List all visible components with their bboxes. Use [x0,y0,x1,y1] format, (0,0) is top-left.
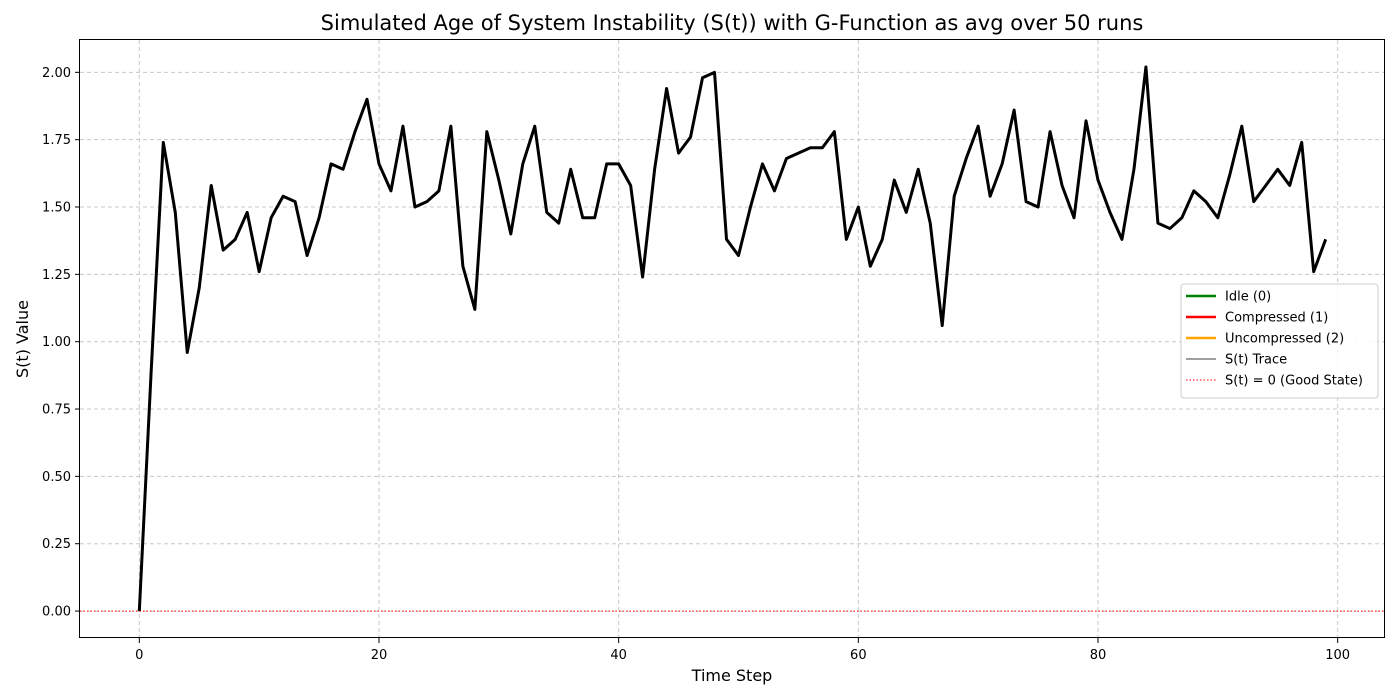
y-axis-ticks: 0.00 0.25 0.50 0.75 1.00 1.25 1.50 1.75 2.00 [42,66,80,620]
x-tick-label: 0 [135,648,143,663]
x-tick-label: 40 [610,648,627,663]
x-tick-label: 80 [1090,648,1107,663]
y-tick-label: 1.00 [42,335,71,350]
x-tick-label: 60 [850,648,867,663]
x-tick-label: 100 [1325,648,1350,663]
legend-label: Idle (0) [1225,290,1271,305]
y-tick-label: 1.75 [42,133,71,148]
y-tick-label: 1.50 [42,201,71,216]
y-tick-label: 1.25 [42,268,71,283]
legend: Idle (0) Compressed (1) Uncompressed (2) S(… [1180,283,1379,399]
x-tick-label: 20 [371,648,388,663]
legend-label: S(t) = 0 (Good State) [1225,374,1363,389]
legend-label: Compressed (1) [1225,311,1328,326]
y-tick-label: 0.75 [42,403,71,418]
st-trace-line [137,65,1328,612]
y-tick-label: 2.00 [42,66,71,81]
y-tick-label: 0.50 [42,470,71,485]
x-axis-label: Time Step [691,666,773,685]
y-axis-label: S(t) Value [13,300,32,378]
plot-frame [79,39,1385,638]
legend-label: Uncompressed (2) [1225,332,1344,347]
y-tick-label: 0.25 [42,537,71,552]
y-tick-label: 0.00 [42,605,71,620]
series-group [137,65,1328,612]
chart-title: Simulated Age of System Instability (S(t… [321,11,1144,35]
legend-box [1180,283,1379,399]
legend-label: S(t) Trace [1225,353,1287,368]
grid-lines [80,40,1385,638]
x-axis-ticks: 0 20 40 60 80 100 [135,638,1350,663]
